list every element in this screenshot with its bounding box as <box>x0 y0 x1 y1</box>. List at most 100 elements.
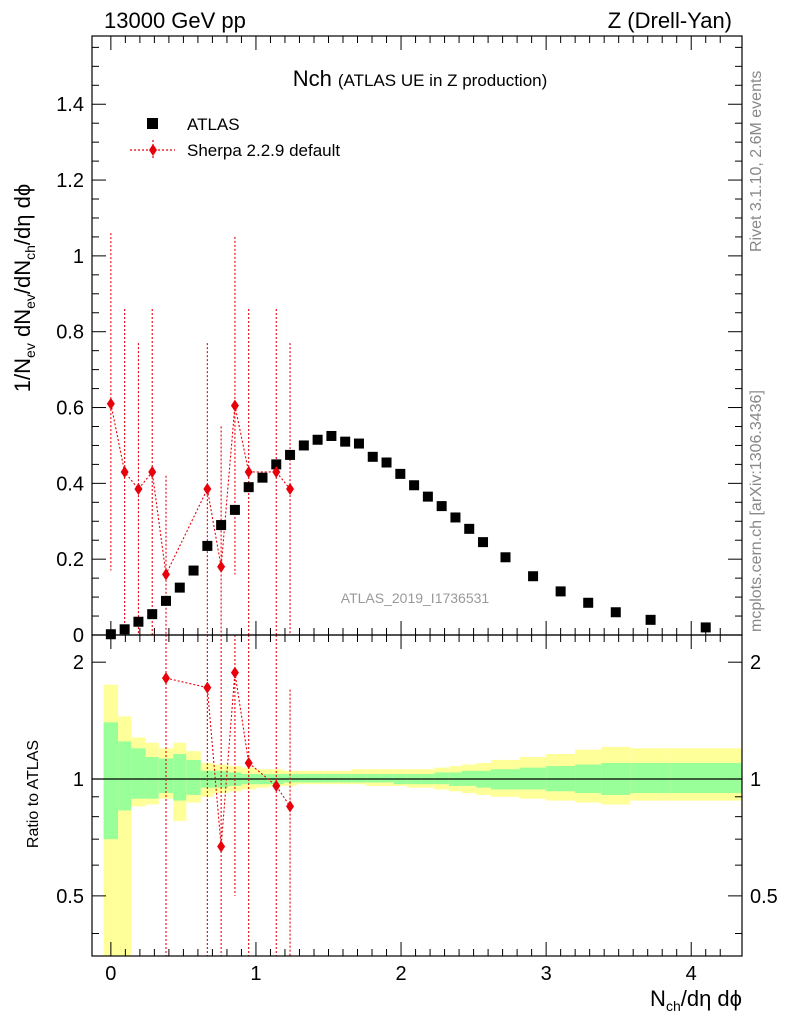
atlas-point <box>353 438 364 449</box>
sherpa-point <box>120 465 129 478</box>
ratio-sherpa-point <box>244 756 253 769</box>
ratio-band-green <box>296 774 312 783</box>
top-left-label: 13000 GeV pp <box>104 8 246 33</box>
ratio-band-green <box>324 774 339 783</box>
atlas-point <box>436 501 447 512</box>
sherpa-point <box>272 465 281 478</box>
watermark: ATLAS_2019_I1736531 <box>341 590 490 606</box>
main-panel: 0 0.2 0.4 0.6 0.8 1 1.2 1.4 Nch (ATLAS UE in Z p… <box>56 35 743 647</box>
ratio-band-green <box>103 722 119 840</box>
atlas-point <box>340 436 351 447</box>
atlas-point <box>555 586 566 597</box>
atlas-point <box>645 614 656 625</box>
main-plot-area: 0 0.2 0.4 0.6 0.8 1 1.2 1.4 <box>56 35 743 647</box>
atlas-point <box>202 540 213 551</box>
ratio-sherpa-point <box>161 672 170 685</box>
ratio-y-tick-label: 2 <box>73 652 84 674</box>
x-axis-label: Nch/dη dϕ <box>650 986 742 1014</box>
ratio-band-green <box>670 762 742 794</box>
chart-title-sub: (ATLAS UE in Z production) <box>338 71 547 90</box>
ratio-band-green <box>461 770 477 786</box>
atlas-point <box>464 523 475 534</box>
x-tick-label: 2 <box>395 963 406 985</box>
y-tick-label: 0.4 <box>56 473 84 495</box>
sherpa-point <box>148 465 157 478</box>
y-tick-label: 1 <box>73 246 84 268</box>
atlas-point <box>257 472 268 483</box>
y-tick-label: 0.6 <box>56 398 84 420</box>
atlas-point <box>610 607 621 618</box>
x-tick-label: 1 <box>250 963 261 985</box>
ratio-y-tick-label: 0.5 <box>56 886 84 908</box>
atlas-point <box>367 451 378 462</box>
atlas-point <box>243 482 254 493</box>
side-label-bottom: mcplots.cern.ch [arXiv:1306.3436] <box>748 390 765 632</box>
sherpa-line <box>110 403 291 577</box>
ratio-band-green <box>145 756 159 799</box>
ratio-y-tick-label-right: 1 <box>750 769 761 791</box>
ratio-plot-area: 0 1 2 3 4 0.5 0.5 1 1 2 2 <box>56 634 778 985</box>
top-right-label: Z (Drell-Yan) <box>608 8 732 33</box>
atlas-point <box>450 512 461 523</box>
atlas-point <box>409 480 420 491</box>
sherpa-point <box>286 483 295 496</box>
side-label-top: Rivet 3.1.10, 2.6M events <box>748 71 765 252</box>
atlas-point <box>395 468 406 479</box>
ratio-sherpa-point <box>217 840 226 853</box>
ratio-band-green <box>118 741 132 811</box>
sherpa-point <box>203 483 212 496</box>
ratio-band-green <box>434 772 449 785</box>
atlas-point <box>160 595 171 606</box>
atlas-point <box>229 504 240 515</box>
atlas-point <box>500 552 511 563</box>
ratio-band-green <box>186 759 201 795</box>
x-tick-label: 4 <box>686 963 697 985</box>
atlas-point <box>528 571 539 582</box>
atlas-point <box>285 449 296 460</box>
atlas-point <box>298 440 309 451</box>
ratio-sherpa-point <box>230 666 239 679</box>
y-tick-label: 1.2 <box>56 170 84 192</box>
atlas-point <box>147 609 158 620</box>
atlas-point <box>381 457 392 468</box>
ratio-band-green <box>379 774 394 783</box>
atlas-point <box>312 434 323 445</box>
atlas-point <box>119 624 130 635</box>
sherpa-point <box>244 465 253 478</box>
atlas-point <box>700 622 711 633</box>
ratio-y-tick-label: 1 <box>73 769 84 791</box>
ratio-sherpa-point <box>272 779 281 792</box>
y-tick-label: 0.8 <box>56 322 84 344</box>
atlas-point <box>422 491 433 502</box>
ratio-band-green <box>366 774 380 783</box>
y-axis-label-ratio: Ratio to ATLAS <box>25 740 42 848</box>
legend: ATLAS Sherpa 2.2.9 default <box>130 115 340 160</box>
atlas-point <box>133 616 144 627</box>
atlas-point <box>583 597 594 608</box>
ratio-band-green <box>351 774 367 783</box>
ratio-sherpa-point <box>203 681 212 694</box>
ratio-sherpa-point <box>286 800 295 813</box>
y-tick-label: 0.2 <box>56 549 84 571</box>
sherpa-point <box>106 397 115 410</box>
atlas-point <box>188 565 199 576</box>
x-tick-label: 3 <box>541 963 552 985</box>
ratio-frame <box>91 634 743 957</box>
atlas-point <box>326 430 337 441</box>
sherpa-point <box>217 560 226 573</box>
ratio-band-green <box>173 754 187 801</box>
sherpa-point <box>161 568 170 581</box>
atlas-point <box>271 459 282 470</box>
ratio-band-green <box>338 774 352 783</box>
sherpa-point <box>134 483 143 496</box>
legend-sherpa-label: Sherpa 2.2.9 default <box>187 141 340 160</box>
y-tick-label: 0 <box>73 625 84 647</box>
ratio-band-green <box>630 762 671 794</box>
x-tick-label: 0 <box>105 963 116 985</box>
atlas-point <box>174 582 185 593</box>
legend-atlas-marker <box>147 118 158 129</box>
chart-title: Nch (ATLAS UE in Z production) <box>293 66 548 91</box>
ratio-band-green <box>131 748 146 799</box>
